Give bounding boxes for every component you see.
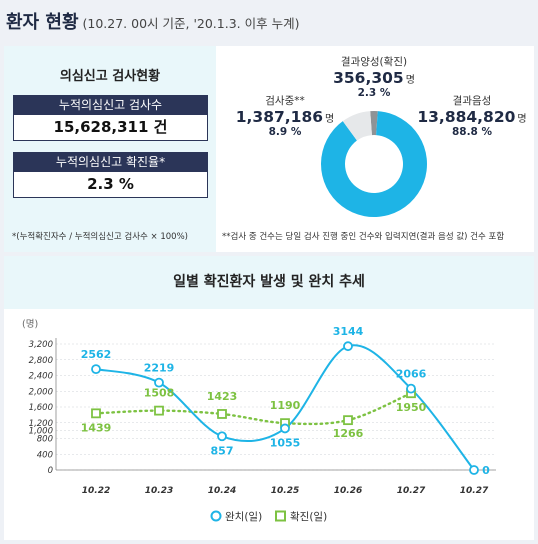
recovered-point	[217, 431, 227, 442]
x-tick-label: 10.24	[208, 486, 236, 496]
positive-value: 356,305	[333, 69, 404, 87]
y-tick-label: 2,400	[29, 372, 53, 382]
test-status-panel: 의심신고 검사현황 누적의심신고 검사수 15,628,311 건 누적의심신고…	[4, 46, 216, 252]
x-tick-label: 10.22	[82, 486, 110, 496]
confirmed-data-label: 1423	[207, 390, 238, 403]
page-title: 환자 현황	[6, 12, 79, 33]
testing-unit: 명	[325, 114, 335, 125]
recovered-data-label: 3144	[333, 325, 364, 338]
x-tick-label: 10.27	[460, 486, 489, 496]
legend-confirmed-label: 확진(일)	[290, 510, 327, 523]
positive-unit: 명	[405, 75, 415, 86]
y-tick-label: 400	[37, 450, 53, 460]
negative-value: 13,884,820	[417, 108, 516, 126]
y-tick-label: 2,000	[29, 387, 53, 397]
legend-recovered-marker	[210, 510, 222, 522]
recovered-data-label: 2066	[396, 368, 427, 381]
positive-label: 결과양성(확진) 356,305 명 2.3 %	[319, 54, 429, 99]
donut-slice-2	[370, 111, 378, 136]
negative-unit: 명	[517, 114, 527, 125]
confirmed-data-label: 1266	[333, 427, 364, 440]
confirmed-point	[217, 409, 227, 419]
testing-name: 검사중**	[265, 95, 305, 107]
confirmed-line	[94, 392, 413, 426]
recovered-data-label: 857	[211, 444, 234, 457]
legend-recovered-label: 완치(일)	[225, 510, 262, 523]
legend-confirmed-marker	[275, 510, 286, 522]
y-tick-label: 1,000	[29, 427, 53, 437]
total-tests-label: 누적의심신고 검사수	[14, 96, 207, 115]
positive-rate-note: *(누적확진자수 / 누적의심신고 검사수 × 100%)	[12, 232, 188, 242]
recovered-point	[154, 377, 164, 388]
confirmed-data-label: 1439	[81, 421, 112, 434]
recovered-point	[91, 364, 101, 375]
donut-slice-0	[321, 111, 427, 217]
negative-percent: 88.8 %	[451, 126, 493, 138]
recovered-point	[343, 341, 353, 352]
result-donut-chart	[321, 111, 427, 217]
recovered-data-label: 2219	[144, 362, 175, 375]
x-tick-label: 10.23	[145, 486, 173, 496]
confirmed-point	[343, 415, 353, 426]
positive-rate-value: 2.3 %	[87, 175, 134, 193]
y-tick-label: 2,800	[29, 356, 53, 366]
testing-label: 검사중** 1,387,186 명 8.9 %	[230, 93, 340, 138]
confirmed-data-label: 1190	[270, 399, 301, 412]
y-tick-label: 3,200	[29, 340, 53, 350]
confirmed-point	[154, 405, 164, 416]
total-tests-value: 15,628,311 건	[53, 118, 168, 136]
test-status-title: 의심신고 검사현황	[59, 69, 161, 84]
recovered-data-label: 1055	[270, 436, 301, 449]
confirmed-data-label: 1508	[144, 387, 175, 400]
testing-note: **검사 중 건수는 당일 검사 진행 중인 건수와 입력지연(결과 음성 값)…	[222, 232, 505, 242]
positive-name: 결과양성(확진)	[340, 56, 408, 68]
negative-label: 결과음성 13,884,820 명 88.8 %	[412, 93, 532, 138]
negative-name: 결과음성	[452, 95, 492, 107]
page-subtitle: (10.27. 00시 기준, '20.1.3. 이후 누계)	[82, 16, 300, 31]
total-tests-box: 누적의심신고 검사수 15,628,311 건	[13, 95, 208, 141]
chart-legend: 완치(일) 확진(일)	[210, 510, 327, 523]
trend-panel: 일별 확진환자 발생 및 완치 추세 (명) 0 400 800 1,000 1,200 1…	[4, 256, 534, 540]
recovered-data-label: 2562	[81, 348, 112, 361]
x-tick-label: 10.25	[271, 486, 299, 496]
donut-slice-1	[342, 111, 372, 141]
stats-panel: 의심신고 검사현황 누적의심신고 검사수 15,628,311 건 누적의심신고…	[4, 46, 534, 252]
recovered-data-label: 0	[482, 464, 490, 477]
recovered-point	[469, 465, 479, 475]
y-tick-label: 1,600	[29, 403, 53, 413]
recovered-point	[406, 383, 416, 394]
x-tick-label: 10.27	[397, 486, 426, 496]
page-header: 환자 현황 (10.27. 00시 기준, '20.1.3. 이후 누계)	[0, 0, 538, 44]
positive-rate-box: 누적의심신고 확진율* 2.3 %	[13, 152, 208, 198]
confirmed-data-label: 1950	[396, 401, 427, 414]
y-axis-label: (명)	[22, 319, 38, 330]
y-tick-label: 800	[37, 435, 53, 445]
testing-value: 1,387,186	[235, 108, 324, 126]
trend-title: 일별 확진환자 발생 및 완치 추세	[4, 256, 534, 309]
x-tick-label: 10.26	[334, 486, 362, 496]
positive-percent: 2.3 %	[357, 87, 391, 99]
testing-percent: 8.9 %	[268, 126, 302, 138]
recovered-point	[280, 423, 290, 434]
y-tick-label: 1,200	[29, 419, 53, 429]
positive-rate-label: 누적의심신고 확진율*	[14, 153, 207, 172]
y-tick-label: 0	[48, 466, 53, 476]
confirmed-point	[91, 408, 101, 419]
